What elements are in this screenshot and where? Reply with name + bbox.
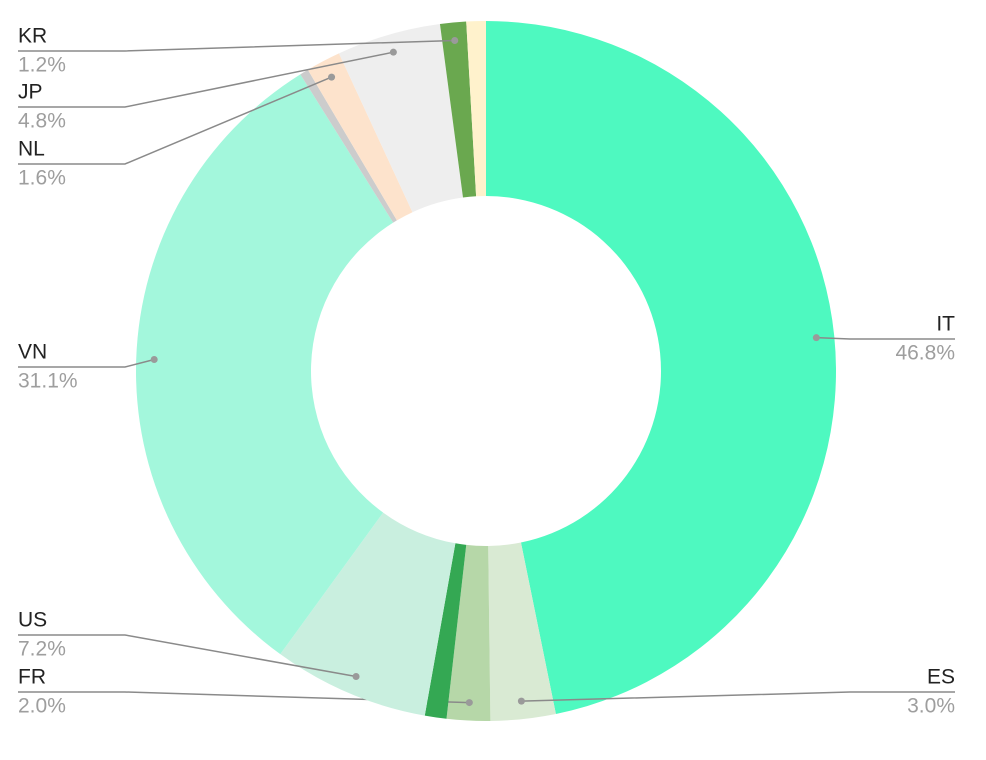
donut-slice [488, 542, 556, 721]
leader-dot [352, 673, 360, 681]
slice-label: IT [936, 313, 955, 336]
leader-line [18, 691, 470, 704]
slice-label: US [18, 609, 47, 632]
leader-line [18, 51, 394, 108]
leader-line [816, 336, 955, 340]
slice-value: 3.0% [907, 695, 955, 718]
slice-value: 7.2% [18, 638, 66, 661]
slice-value: 46.8% [895, 342, 955, 365]
slice-label: JP [18, 81, 43, 104]
donut-slice [466, 21, 486, 197]
donut-slice [136, 74, 394, 655]
leader-dot [517, 697, 525, 705]
slice-label: KR [18, 25, 47, 48]
leader-line [521, 691, 955, 702]
slice-value: 1.2% [18, 54, 66, 77]
slice-value: 4.8% [18, 110, 66, 133]
donut-slice [446, 544, 491, 721]
slice-value: 1.6% [18, 167, 66, 190]
slice-label: VN [18, 341, 47, 364]
donut-slice [300, 69, 397, 223]
donut-slice [338, 24, 463, 213]
slice-label: FR [18, 666, 46, 689]
slice-value: 2.0% [18, 695, 66, 718]
leader-dot [389, 48, 397, 56]
slice-label: ES [927, 666, 955, 689]
leader-dot [328, 73, 336, 81]
leader-line [18, 39, 455, 52]
donut-slice [486, 21, 836, 714]
leader-line [18, 358, 155, 368]
leader-dot [150, 356, 158, 364]
leader-dot [465, 699, 473, 707]
donut-slice [439, 21, 477, 198]
donut-slice [280, 512, 456, 716]
leader-line [18, 634, 357, 678]
donut-slice [307, 53, 413, 221]
slice-label: NL [18, 138, 45, 161]
donut-slice [424, 543, 467, 719]
leader-dot [812, 334, 820, 342]
leader-line [18, 76, 332, 165]
slice-value: 31.1% [18, 370, 78, 393]
leader-dot [451, 36, 459, 44]
